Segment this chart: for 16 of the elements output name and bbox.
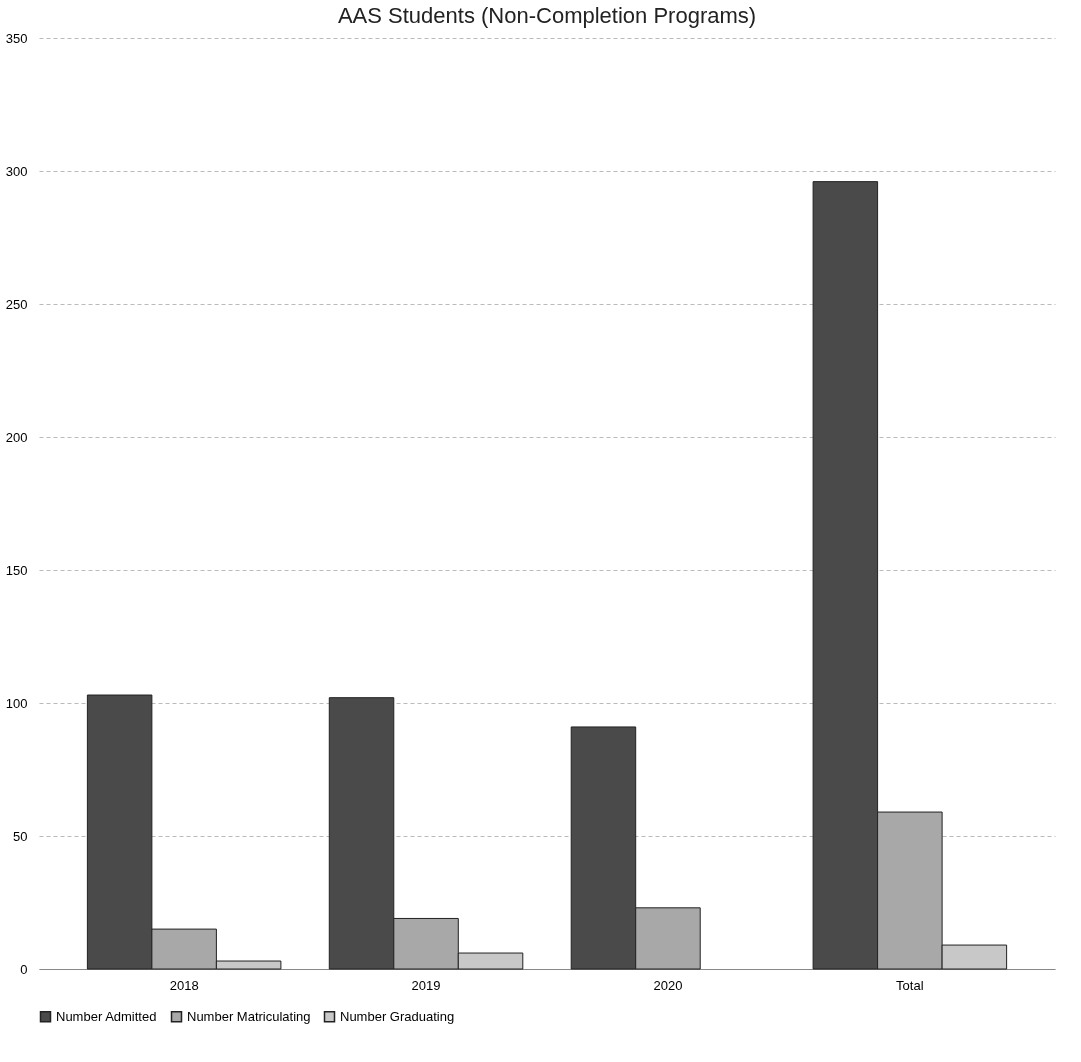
y-tick-label: 300: [5, 163, 28, 179]
x-tick-label: 2019: [411, 977, 441, 993]
legend-label: Number Graduating: [340, 1008, 455, 1024]
y-tick-label: 200: [5, 429, 28, 445]
y-tick-label: 0: [20, 961, 28, 977]
y-tick-label: 50: [13, 828, 28, 844]
y-tick-label: 350: [5, 30, 28, 46]
legend-label: Number Admitted: [56, 1008, 157, 1024]
legend-label: Number Matriculating: [187, 1008, 311, 1024]
y-tick-label: 250: [5, 296, 28, 312]
y-tick-label: 100: [5, 695, 28, 711]
x-tick-label: 2020: [653, 977, 683, 993]
y-tick-label: 150: [5, 562, 28, 578]
x-tick-label: Total: [896, 977, 924, 993]
x-tick-label: 2018: [169, 977, 199, 993]
chart-title: AAS Students (Non-Completion Programs): [337, 3, 757, 28]
